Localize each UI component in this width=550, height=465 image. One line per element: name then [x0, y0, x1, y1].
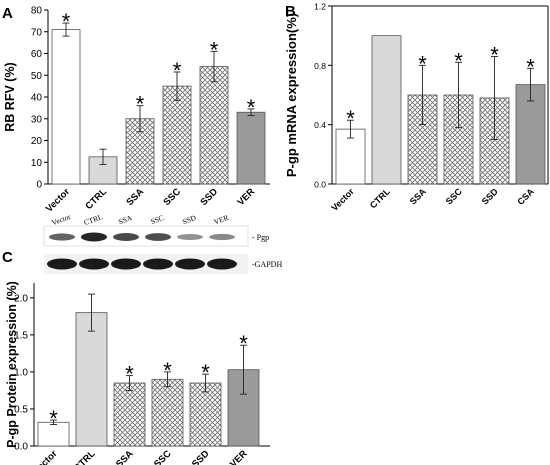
blot-gapdh-band [47, 258, 77, 270]
chart-panel-c: 0.0 0.5 1.0 1.5 2.0P-gp Protein expression (… [5, 281, 270, 465]
blot-lane-label: CTRL [83, 212, 104, 227]
y-tick-label-c: 0.0 [14, 442, 28, 453]
y-tick-label-a: 20 [31, 136, 43, 147]
significance-star-b: * [526, 54, 535, 79]
significance-star-c: * [201, 360, 210, 385]
y-tick-label-c: 1.5 [14, 330, 28, 341]
x-tick-label-b: SSC [444, 186, 465, 207]
y-tick-label-b: 1.2 [314, 2, 326, 12]
significance-star-b: * [418, 51, 427, 76]
bar-b [371, 35, 402, 185]
x-tick-label-b: CTRL [368, 186, 392, 210]
blot-gapdh-band [143, 258, 173, 270]
significance-star-b: * [490, 42, 499, 67]
x-tick-label-a: Vector [44, 186, 73, 215]
x-tick-label-c: SSC [152, 448, 174, 465]
y-tick-label-c: 0.5 [14, 404, 28, 415]
blot-pgp-band [49, 233, 75, 241]
bar-a [236, 111, 266, 185]
significance-star-b: * [346, 106, 355, 131]
blot-lane-label: VER [213, 213, 230, 227]
y-axis-title-a: RB RFV (%) [3, 62, 17, 131]
x-tick-label-a: SSD [199, 186, 221, 208]
y-tick-label-a: 30 [31, 114, 43, 125]
x-tick-label-b: SSA [408, 186, 429, 207]
significance-star-c: * [163, 358, 172, 383]
bar-a [51, 29, 81, 185]
significance-star-c: * [239, 331, 248, 356]
significance-star-a: * [136, 92, 145, 117]
x-tick-label-c: SSA [114, 448, 136, 465]
blot-gapdh-label: -GAPDH [252, 260, 282, 269]
y-tick-label-a: 80 [31, 6, 43, 17]
x-tick-label-a: CTRL [83, 186, 109, 212]
chart-panel-b: 0.0 0.4 0.8 1.2 P-gp mRNA expression(%) * Vect… [284, 2, 549, 213]
significance-star-a: * [173, 58, 182, 83]
bar-c [151, 378, 184, 447]
blot-gapdh-band [111, 258, 141, 270]
y-tick-label-a: 40 [31, 93, 43, 104]
blot-gapdh-band [207, 258, 237, 270]
y-axis-title-c: P-gp Protein expression (%) [5, 281, 19, 448]
significance-star-b: * [454, 48, 463, 73]
x-tick-label-c: CTRL [72, 448, 98, 465]
y-tick-label-a: 10 [31, 158, 43, 169]
y-tick-label-b: 0.4 [314, 120, 326, 130]
y-tick-label-a: 50 [31, 71, 43, 82]
y-tick-label-a: 70 [31, 27, 43, 38]
bar-a [199, 66, 229, 185]
x-tick-label-a: VER [236, 186, 258, 208]
blot-lane-label: Vector [50, 212, 72, 227]
x-tick-label-c: VER [228, 448, 250, 465]
panel-letter-c: C [2, 249, 13, 266]
blot-lane-label: SSD [181, 213, 198, 226]
x-tick-label-a: SSC [162, 186, 184, 208]
panel-letter-b: B [285, 3, 296, 20]
bar-c [189, 382, 222, 447]
significance-star-c: * [49, 406, 58, 431]
y-tick-label-a: 0 [36, 180, 42, 191]
x-tick-label-b: SSD [480, 186, 501, 207]
y-axis-title-b: P-gp mRNA expression(%) [284, 13, 299, 177]
bar-c [113, 382, 146, 447]
blot-pgp-band [81, 232, 107, 242]
y-tick-label-a: 60 [31, 49, 43, 60]
x-tick-label-b: Vector [329, 186, 356, 213]
significance-star-a: * [247, 95, 256, 120]
blot-gapdh-band [79, 258, 109, 270]
y-tick-label-b: 0.8 [314, 61, 326, 71]
blot-lane-label: SSC [149, 213, 165, 226]
blot-gapdh-band [175, 258, 205, 270]
y-tick-label-c: 2.0 [14, 293, 28, 304]
chart-panel-a: 0 10 20 30 40 50 60 70 80 RB RFV (%) * Vector CTRL * S… [3, 6, 270, 215]
x-tick-label-a: SSA [125, 186, 147, 208]
y-tick-label-c: 1.0 [14, 367, 28, 378]
bar-c [75, 312, 108, 447]
blot-pgp-band [177, 234, 203, 240]
blot-pgp-band [113, 233, 139, 241]
blot-lane-label: SSA [117, 213, 134, 226]
panel-letter-a: A [2, 5, 13, 22]
x-tick-label-c: Vector [31, 448, 60, 465]
bar-a [162, 85, 192, 185]
x-tick-label-c: SSD [190, 448, 212, 465]
significance-star-a: * [210, 37, 219, 62]
x-tick-label-b: CSA [515, 186, 536, 207]
blot-pgp-label: - Pgp [252, 233, 269, 242]
western-blot: - Pgp -GAPDH Vector CTRL SSA SSC SSD VER [43, 212, 282, 274]
y-tick-label-b: 0.0 [314, 180, 326, 190]
blot-pgp-band [145, 233, 171, 241]
significance-star-a: * [62, 9, 71, 34]
significance-star-c: * [125, 362, 134, 387]
blot-pgp-band [209, 233, 235, 241]
